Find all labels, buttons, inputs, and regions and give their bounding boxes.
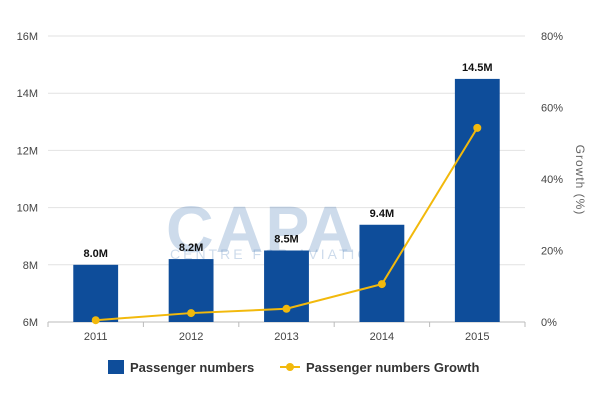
legend: Passenger numbers Passenger numbers Growt… (108, 360, 479, 375)
x-tick-label: 2011 (84, 331, 108, 343)
bar-data-label: 8.5M (274, 234, 298, 246)
right-tick-label: 0% (541, 317, 557, 329)
bar-data-label: 8.2M (179, 242, 203, 254)
legend-line-marker (286, 363, 294, 371)
left-tick-label: 12M (17, 145, 38, 157)
x-tick-label: 2012 (179, 331, 203, 343)
x-tick-label: 2013 (274, 331, 298, 343)
right-tick-label: 80% (541, 31, 563, 43)
right-axis: 0% 20% 40% 60% 80% (541, 31, 563, 329)
bar (73, 264, 119, 322)
left-tick-label: 8M (23, 260, 38, 272)
legend-bar-label: Passenger numbers (130, 360, 254, 375)
left-tick-label: 16M (17, 31, 38, 43)
left-tick-label: 6M (23, 317, 38, 329)
bar-data-label: 8.0M (83, 248, 107, 260)
bar-data-label: 14.5M (462, 62, 493, 74)
left-tick-label: 10M (17, 203, 38, 215)
growth-point (187, 309, 196, 318)
x-tick-label: 2014 (370, 331, 394, 343)
legend-bar-swatch (108, 360, 124, 374)
bar-data-label: 9.4M (370, 208, 394, 220)
x-axis: 2011 2012 2013 2014 2015 (47, 322, 526, 343)
right-tick-label: 20% (541, 246, 563, 258)
growth-point (91, 316, 100, 325)
growth-point (377, 280, 386, 289)
watermark-logo-text: CAPA (166, 192, 356, 266)
right-tick-label: 40% (541, 174, 563, 186)
x-tick-label: 2015 (465, 331, 489, 343)
left-axis: 6M 8M 10M 12M 14M 16M (17, 31, 38, 329)
growth-point (473, 123, 482, 132)
growth-point (282, 304, 291, 313)
bar (454, 78, 500, 323)
watermark-logo: CAPA CENTRE FOR AVIATION (166, 192, 381, 266)
growth-line-series (91, 123, 482, 325)
legend-line-label: Passenger numbers Growth (306, 360, 479, 375)
grid-lines (48, 35, 525, 323)
bar (359, 224, 405, 322)
right-tick-label: 60% (541, 103, 563, 115)
right-axis-label: Growth (%) (573, 145, 587, 216)
data-labels: 8.0M 8.2M 8.5M 9.4M 14.5M (83, 62, 492, 260)
left-tick-label: 14M (17, 88, 38, 100)
